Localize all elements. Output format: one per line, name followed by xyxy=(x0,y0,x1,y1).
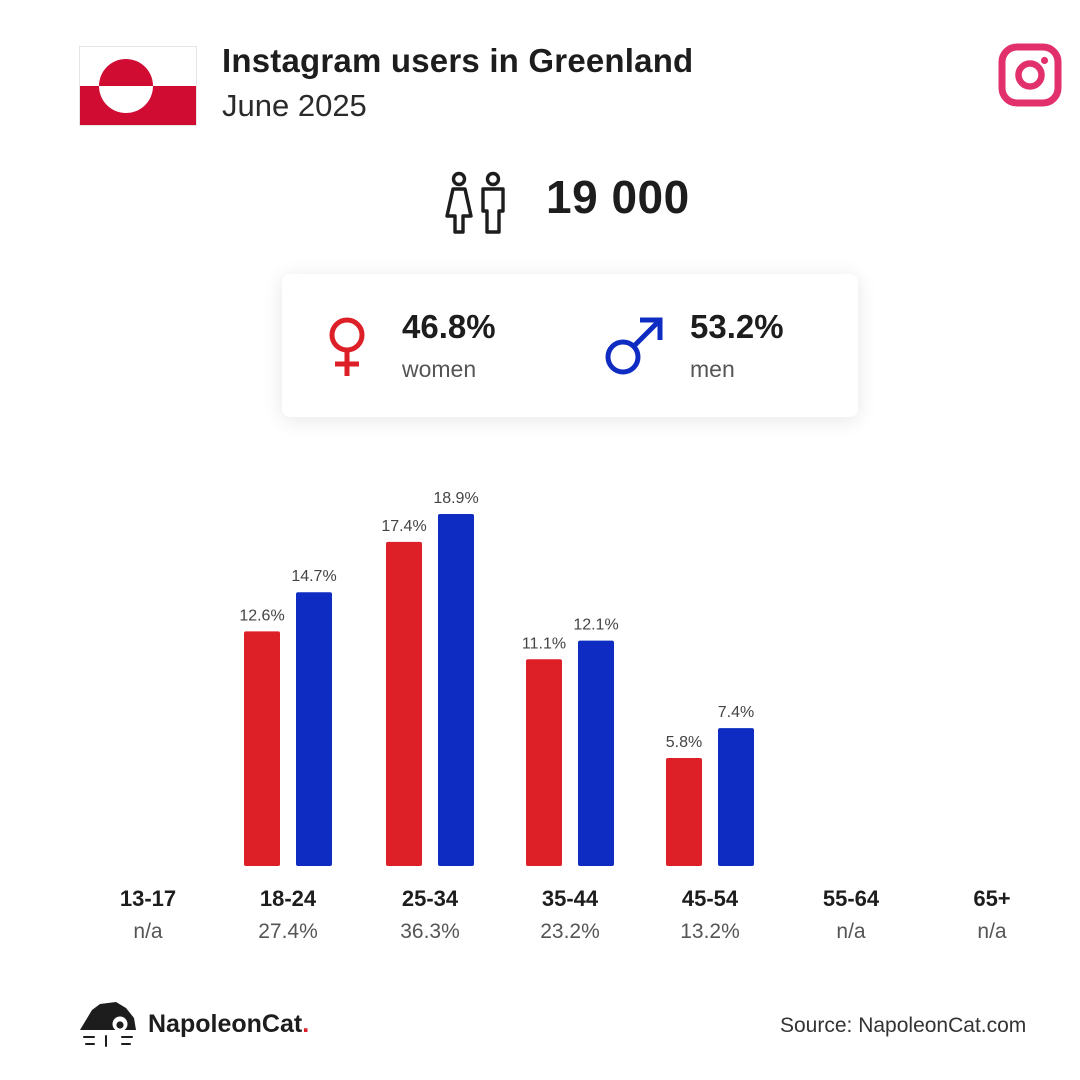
data-label-men-25-34: 18.9% xyxy=(433,490,478,507)
data-label-women-18-24: 12.6% xyxy=(239,607,284,624)
total-users-value: 19 000 xyxy=(546,171,690,223)
data-label-women-45-54: 5.8% xyxy=(666,734,702,751)
men-percentage: 53.2% xyxy=(690,308,784,345)
data-label-men-35-44: 12.1% xyxy=(573,617,618,634)
bar-women-45-54 xyxy=(666,757,702,866)
category-total-35-44: 23.2% xyxy=(540,920,600,943)
footer-brand-dot: . xyxy=(302,1010,310,1038)
category-total-18-24: 27.4% xyxy=(258,920,318,943)
category-label-25-34: 25-34 xyxy=(402,886,459,911)
category-label-45-54: 45-54 xyxy=(682,886,739,911)
bar-women-18-24 xyxy=(244,631,280,866)
napoleoncat-logo-icon xyxy=(80,1002,136,1047)
female-icon xyxy=(329,317,365,376)
men-label: men xyxy=(690,356,735,382)
women-percentage: 46.8% xyxy=(402,308,496,345)
data-label-men-45-54: 7.4% xyxy=(718,704,754,721)
footer-brand: NapoleonCat. xyxy=(148,1010,309,1039)
category-label-35-44: 35-44 xyxy=(542,886,599,911)
greenland-flag-icon xyxy=(79,46,197,126)
category-total-55-64: n/a xyxy=(836,920,866,943)
data-label-women-35-44: 11.1% xyxy=(522,635,566,652)
instagram-icon xyxy=(998,43,1062,107)
footer-brand-name: NapoleonCat xyxy=(148,1010,303,1038)
gender-split-card: 46.8% women 53.2% men xyxy=(282,274,858,417)
bar-men-18-24 xyxy=(296,592,332,866)
source-note: Source: NapoleonCat.com xyxy=(780,1014,1027,1037)
category-total-25-34: 36.3% xyxy=(400,920,460,943)
users-icon xyxy=(445,171,505,234)
category-label-18-24: 18-24 xyxy=(260,886,317,911)
page-title: Instagram users in Greenland xyxy=(222,42,694,79)
category-label-13-17: 13-17 xyxy=(120,886,176,911)
male-icon xyxy=(605,317,663,375)
data-label-men-18-24: 14.7% xyxy=(291,568,336,585)
data-label-women-25-34: 17.4% xyxy=(381,518,426,535)
bar-women-25-34 xyxy=(386,541,422,866)
category-total-65+: n/a xyxy=(977,920,1007,943)
bar-men-25-34 xyxy=(438,514,474,866)
category-total-45-54: 13.2% xyxy=(680,920,740,943)
bar-men-45-54 xyxy=(718,728,754,866)
women-label: women xyxy=(402,356,477,382)
category-total-13-17: n/a xyxy=(133,920,163,943)
category-label-65+: 65+ xyxy=(973,886,1010,911)
bar-women-35-44 xyxy=(526,659,562,866)
category-label-55-64: 55-64 xyxy=(823,886,880,911)
bar-men-35-44 xyxy=(578,640,614,866)
page-subtitle: June 2025 xyxy=(222,88,367,123)
